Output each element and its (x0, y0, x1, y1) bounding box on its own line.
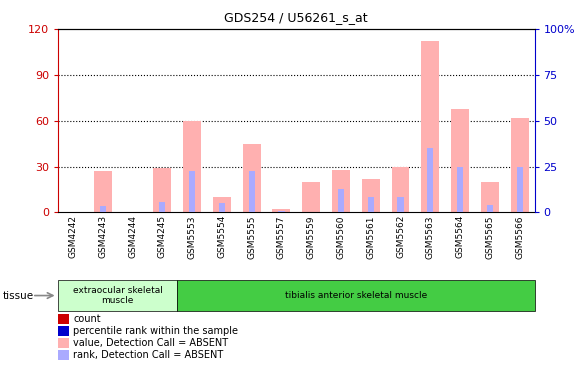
Bar (99, 206, 106, 212)
Bar (362, 179, 379, 212)
Bar (457, 167, 463, 212)
Text: tibialis anterior skeletal muscle: tibialis anterior skeletal muscle (285, 291, 427, 300)
Bar (272, 209, 290, 212)
Bar (278, 211, 285, 212)
Bar (392, 167, 410, 212)
Bar (421, 41, 439, 212)
Bar (213, 197, 231, 212)
Bar (338, 190, 344, 212)
Bar (218, 203, 225, 212)
Bar (243, 144, 260, 212)
Text: percentile rank within the sample: percentile rank within the sample (73, 326, 238, 336)
Bar (249, 171, 255, 212)
Bar (397, 197, 404, 212)
Text: GDS254 / U56261_s_at: GDS254 / U56261_s_at (224, 11, 368, 24)
Text: count: count (73, 314, 101, 324)
Bar (511, 118, 529, 212)
Bar (517, 167, 523, 212)
Bar (94, 171, 112, 212)
Bar (183, 121, 201, 212)
Bar (302, 182, 320, 212)
Bar (153, 168, 171, 212)
Bar (332, 169, 350, 212)
Bar (481, 182, 498, 212)
Text: rank, Detection Call = ABSENT: rank, Detection Call = ABSENT (73, 350, 224, 360)
Bar (159, 202, 166, 212)
Text: tissue: tissue (3, 291, 34, 300)
Bar (189, 171, 195, 212)
Bar (451, 109, 469, 212)
Bar (487, 205, 493, 212)
Bar (368, 197, 374, 212)
Text: extraocular skeletal
muscle: extraocular skeletal muscle (73, 286, 163, 305)
Bar (427, 148, 433, 212)
Text: value, Detection Call = ABSENT: value, Detection Call = ABSENT (73, 338, 228, 348)
